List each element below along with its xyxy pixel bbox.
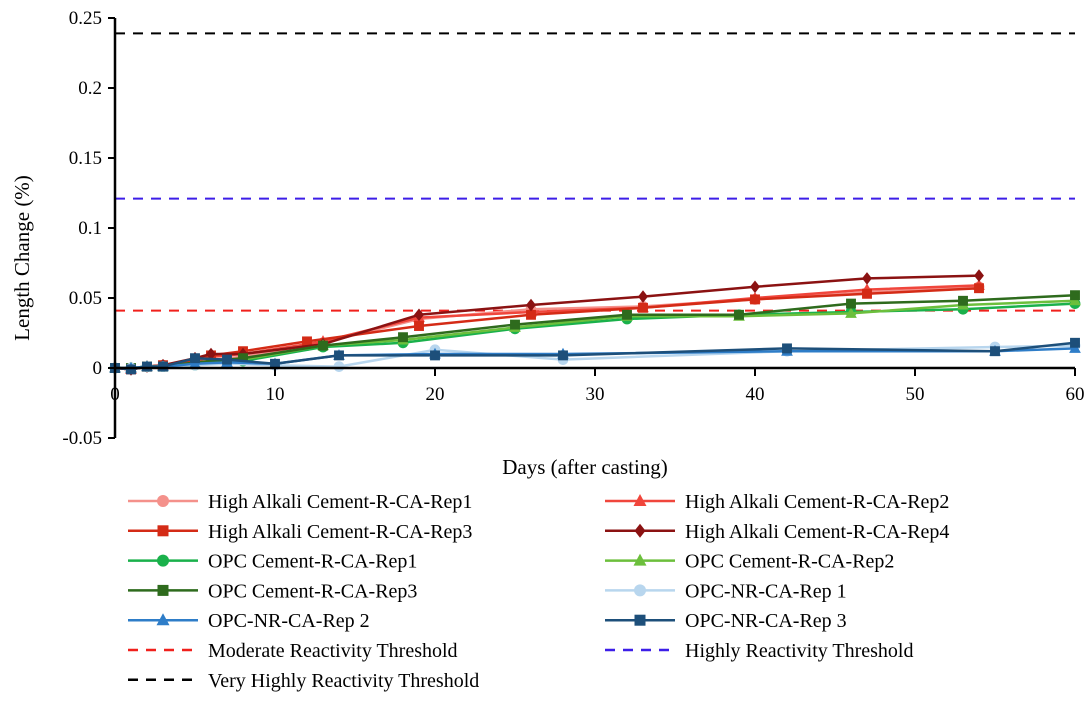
- x-tick-label: 30: [586, 384, 605, 405]
- data-point: [845, 307, 857, 318]
- data-point: [782, 343, 792, 354]
- plot-area: [109, 32, 1081, 376]
- data-point: [558, 350, 568, 361]
- legend-item-3: High Alkali Cement-R-CA-Rep3: [128, 521, 472, 543]
- data-point: [158, 361, 168, 372]
- legend-item-11: Moderate Reactivity Threshold: [128, 640, 458, 662]
- y-tick-label: 0.15: [69, 148, 102, 169]
- legend-item-10: OPC-NR-CA-Rep 3: [605, 610, 847, 632]
- legend-item-13: Very Highly Reactivity Threshold: [128, 670, 479, 692]
- x-tick-label: 50: [906, 384, 925, 405]
- data-point: [270, 358, 280, 369]
- data-point: [990, 346, 1000, 357]
- data-point: [414, 321, 424, 331]
- data-point: [302, 336, 312, 347]
- legend-label: High Alkali Cement-R-CA-Rep1: [208, 491, 472, 513]
- data-point: [1070, 290, 1080, 301]
- legend-marker: [634, 614, 646, 626]
- data-point: [318, 340, 328, 351]
- legend-label: OPC Cement-R-CA-Rep2: [685, 551, 894, 573]
- legend-item-6: OPC Cement-R-CA-Rep2: [605, 551, 894, 573]
- data-point: [1070, 337, 1080, 348]
- legend-label: OPC Cement-R-CA-Rep1: [208, 551, 417, 573]
- legend-label: Moderate Reactivity Threshold: [208, 640, 458, 662]
- x-axis-label: Days (after casting): [502, 455, 668, 479]
- legend-label: High Alkali Cement-R-CA-Rep4: [685, 521, 949, 543]
- legend-item-2: High Alkali Cement-R-CA-Rep2: [605, 491, 949, 513]
- axes: -0.05 0 0.05 0.1 0.15 0.2 0.25 0 10 20 30 40 50 60: [62, 8, 1084, 449]
- legend-label: OPC-NR-CA-Rep 1: [685, 580, 847, 602]
- data-point: [333, 361, 345, 372]
- y-tick-label: -0.05: [62, 428, 102, 449]
- data-point: [638, 302, 648, 313]
- data-point: [206, 347, 216, 361]
- series-7: [110, 290, 1080, 373]
- data-point: [862, 288, 872, 299]
- legend-label: Highly Reactivity Threshold: [685, 640, 914, 662]
- data-point: [974, 269, 984, 282]
- legend-label: Very Highly Reactivity Threshold: [208, 670, 479, 692]
- data-point: [750, 280, 760, 294]
- data-point: [334, 350, 344, 361]
- data-point: [734, 309, 744, 320]
- x-tick-label: 0: [110, 384, 120, 405]
- data-point: [862, 272, 872, 285]
- legend-label: High Alkali Cement-R-CA-Rep3: [208, 521, 472, 543]
- legend-item-7: OPC Cement-R-CA-Rep3: [128, 580, 417, 602]
- legend-label: OPC Cement-R-CA-Rep3: [208, 580, 417, 602]
- data-point: [750, 294, 760, 305]
- data-point: [222, 354, 232, 365]
- data-point: [142, 361, 152, 372]
- legend-item-4: High Alkali Cement-R-CA-Rep4: [605, 521, 949, 543]
- data-point: [126, 364, 136, 375]
- data-point: [414, 308, 424, 322]
- y-tick-label: 0.05: [69, 288, 102, 309]
- legend-marker: [157, 554, 169, 567]
- x-tick-label: 20: [426, 384, 445, 405]
- data-point: [526, 309, 536, 320]
- data-point: [430, 350, 440, 361]
- data-point: [238, 353, 248, 364]
- legend-item-5: OPC Cement-R-CA-Rep1: [128, 551, 417, 573]
- legend-marker: [633, 553, 647, 566]
- data-point: [974, 283, 984, 294]
- legend-marker: [634, 523, 646, 538]
- data-point: [398, 332, 408, 343]
- y-tick-label: 0: [93, 358, 103, 379]
- data-point: [190, 353, 200, 364]
- data-point: [846, 298, 856, 309]
- x-tick-label: 60: [1066, 384, 1085, 405]
- legend-label: OPC-NR-CA-Rep 3: [685, 610, 847, 632]
- legend-item-12: Highly Reactivity Threshold: [605, 640, 914, 662]
- y-tick-label: 0.2: [78, 78, 102, 99]
- legend-item-8: OPC-NR-CA-Rep 1: [605, 580, 847, 602]
- legend-item-1: High Alkali Cement-R-CA-Rep1: [128, 491, 472, 513]
- legend-label: High Alkali Cement-R-CA-Rep2: [685, 491, 949, 513]
- x-tick-label: 10: [266, 384, 285, 405]
- y-axis-label: Length Change (%): [10, 175, 34, 341]
- legend-marker: [156, 613, 170, 626]
- data-point: [510, 319, 520, 330]
- data-point: [622, 309, 632, 320]
- legend: High Alkali Cement-R-CA-Rep1 High Alkali …: [128, 491, 949, 692]
- legend-marker: [157, 495, 169, 507]
- legend-marker: [157, 584, 169, 596]
- y-tick-label: 0.1: [78, 218, 102, 239]
- data-point: [638, 290, 648, 303]
- legend-marker: [634, 584, 646, 597]
- data-point: [958, 295, 968, 306]
- y-tick-label: 0.25: [69, 8, 102, 29]
- data-point: [526, 298, 536, 312]
- legend-item-9: OPC-NR-CA-Rep 2: [128, 610, 370, 632]
- legend-marker: [157, 525, 169, 537]
- legend-marker: [633, 494, 647, 506]
- legend-label: OPC-NR-CA-Rep 2: [208, 610, 370, 632]
- x-tick-label: 40: [746, 384, 765, 405]
